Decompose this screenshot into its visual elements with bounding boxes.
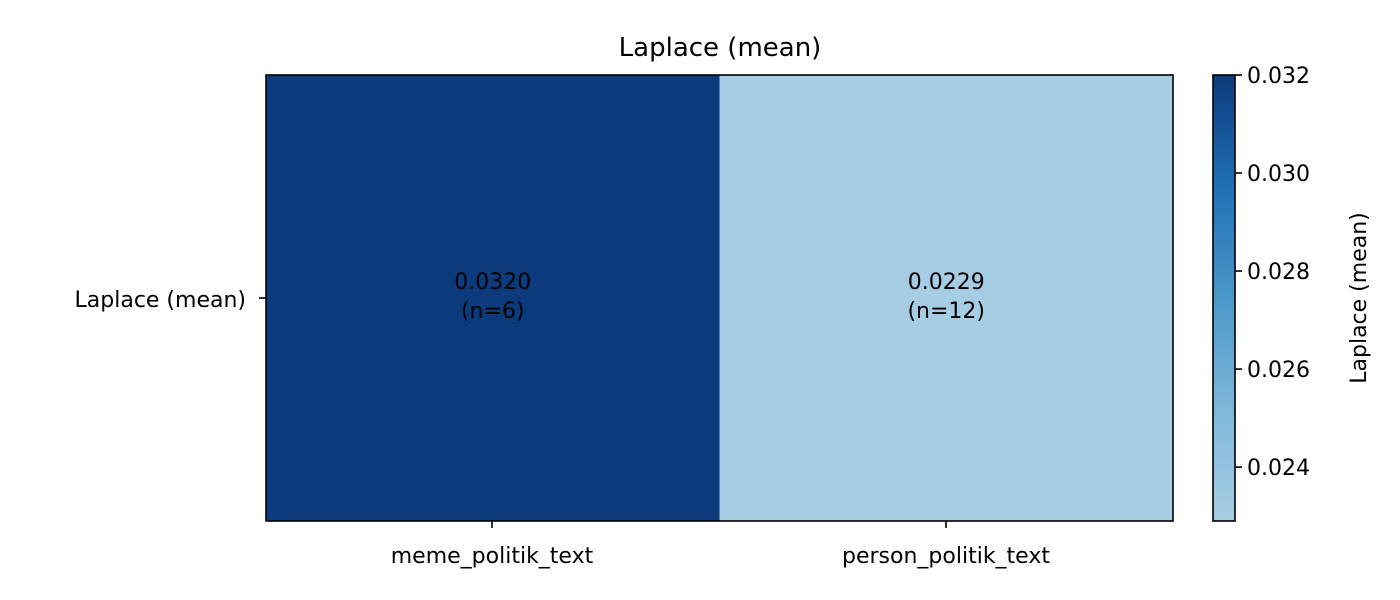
cell-count-label: (n=12) [907,299,985,324]
colorbar-tick-label: 0.028 [1247,260,1310,285]
heatmap-cell [719,75,1173,521]
cell-value-label: 0.0320 [454,270,531,295]
colorbar-tick-label: 0.024 [1247,456,1310,481]
colorbar-tick-label: 0.032 [1247,64,1310,89]
x-tick-label: person_politik_text [842,544,1050,569]
colorbar-ticks: 0.024 0.026 0.028 0.030 0.032 [1235,64,1310,481]
colorbar-tick-label: 0.026 [1247,358,1310,383]
y-tick-label: Laplace (mean) [75,288,246,313]
x-tick-label: meme_politik_text [391,544,594,569]
heatmap-cells: 0.0320 (n=6) 0.0229 (n=12) [266,75,1173,521]
chart-title: Laplace (mean) [619,33,822,63]
colorbar-tick-label: 0.030 [1247,162,1310,187]
cell-count-label: (n=6) [461,299,525,324]
colorbar-gradient [1212,74,1236,522]
colorbar-label: Laplace (mean) [1347,212,1372,383]
cell-value-label: 0.0229 [908,270,985,295]
heatmap-cell [266,75,720,521]
